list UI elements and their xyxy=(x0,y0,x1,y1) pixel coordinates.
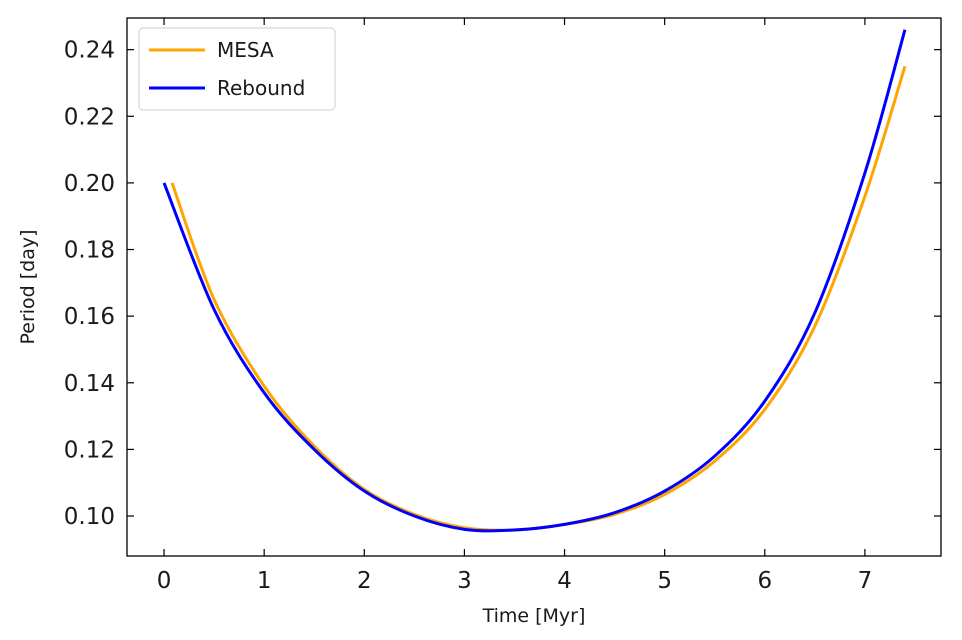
y-tick-label: 0.18 xyxy=(64,238,115,264)
x-tick-label: 3 xyxy=(457,568,472,594)
x-axis-label: Time [Myr] xyxy=(482,605,586,627)
x-tick-label: 0 xyxy=(157,568,172,594)
x-tick-label: 1 xyxy=(257,568,272,594)
x-tick-label: 6 xyxy=(757,568,772,594)
series-layer xyxy=(162,29,907,533)
x-tick-label: 5 xyxy=(657,568,672,594)
legend: MESA Rebound xyxy=(138,27,336,111)
y-axis-label: Period [day] xyxy=(17,229,39,344)
y-tick-label: 0.24 xyxy=(64,38,115,64)
y-tick-label: 0.16 xyxy=(64,304,115,330)
series-line-mesa xyxy=(170,65,907,532)
axis-ticks: 0 1 2 3 4 5 6 7 0.10 0.12 0.14 0.16 0.18 0.20 0.22 0.24 xyxy=(64,18,941,594)
plot-frame xyxy=(126,17,942,557)
y-tick-label: 0.20 xyxy=(64,171,115,197)
x-tick-label: 2 xyxy=(357,568,372,594)
y-tick-label: 0.14 xyxy=(64,371,115,397)
series-line-rebound xyxy=(162,29,907,533)
x-tick-label: 4 xyxy=(557,568,572,594)
y-tick-label: 0.12 xyxy=(64,437,115,463)
y-tick-label: 0.22 xyxy=(64,104,115,130)
legend-label-rebound: Rebound xyxy=(217,76,305,100)
x-tick-label: 7 xyxy=(858,568,873,594)
y-tick-label: 0.10 xyxy=(64,504,115,530)
legend-label-mesa: MESA xyxy=(217,38,274,62)
